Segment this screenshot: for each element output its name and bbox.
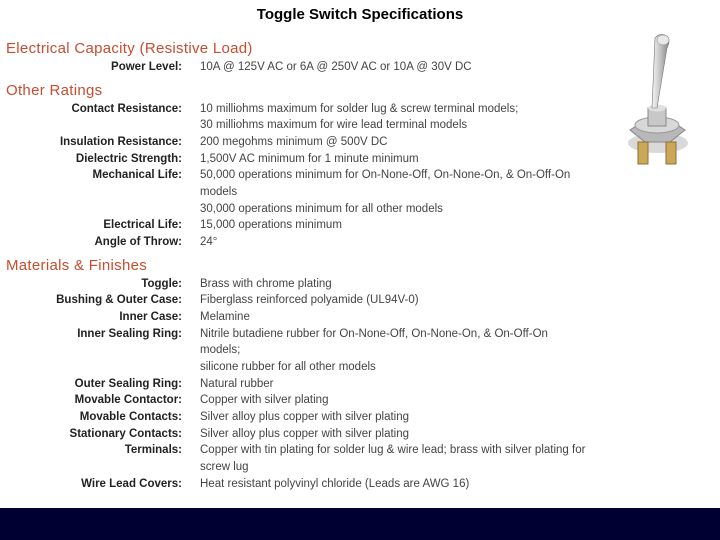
spec-label: Power Level:	[0, 59, 200, 76]
spec-label: Mechanical Life:	[0, 167, 200, 200]
spec-row: Angle of Throw:24°	[0, 234, 720, 251]
spec-label	[0, 359, 200, 376]
spec-row: Terminals:Copper with tin plating for so…	[0, 442, 720, 475]
spec-row: 30,000 operations minimum for all other …	[0, 201, 720, 218]
spec-row: Electrical Life:15,000 operations minimu…	[0, 217, 720, 234]
spec-label: Wire Lead Covers:	[0, 476, 200, 493]
spec-row: Wire Lead Covers:Heat resistant polyviny…	[0, 476, 720, 493]
section-header: Materials & Finishes	[0, 251, 720, 276]
page-title: Toggle Switch Specifications	[0, 0, 720, 30]
spec-label: Inner Case:	[0, 309, 200, 326]
spec-label: Dielectric Strength:	[0, 151, 200, 168]
spec-value: Melamine	[200, 309, 720, 326]
spec-value: Silver alloy plus copper with silver pla…	[200, 426, 720, 443]
spec-value: 24°	[200, 234, 720, 251]
spec-label: Movable Contacts:	[0, 409, 200, 426]
footer-bar	[0, 508, 720, 540]
spec-value: 15,000 operations minimum	[200, 217, 720, 234]
spec-row: Movable Contacts:Silver alloy plus coppe…	[0, 409, 720, 426]
spec-value: Natural rubber	[200, 376, 720, 393]
toggle-switch-image	[600, 30, 710, 175]
spec-label: Outer Sealing Ring:	[0, 376, 200, 393]
spec-label: Stationary Contacts:	[0, 426, 200, 443]
spec-value: Heat resistant polyvinyl chloride (Leads…	[200, 476, 720, 493]
spec-label	[0, 117, 200, 134]
spec-value: Copper with silver plating	[200, 392, 720, 409]
spec-value: Brass with chrome plating	[200, 276, 720, 293]
spec-label	[0, 201, 200, 218]
spec-value: Silver alloy plus copper with silver pla…	[200, 409, 720, 426]
spec-value: 30,000 operations minimum for all other …	[200, 201, 720, 218]
spec-row: Toggle:Brass with chrome plating	[0, 276, 720, 293]
spec-row: Inner Case:Melamine	[0, 309, 720, 326]
spec-label: Terminals:	[0, 442, 200, 475]
spec-label: Inner Sealing Ring:	[0, 326, 200, 359]
spec-label: Bushing & Outer Case:	[0, 292, 200, 309]
spec-row: Outer Sealing Ring:Natural rubber	[0, 376, 720, 393]
spec-label: Movable Contactor:	[0, 392, 200, 409]
spec-row: Stationary Contacts:Silver alloy plus co…	[0, 426, 720, 443]
spec-label: Contact Resistance:	[0, 101, 200, 118]
spec-label: Insulation Resistance:	[0, 134, 200, 151]
spec-content: Electrical Capacity (Resistive Load)Powe…	[0, 30, 720, 508]
spec-value: Fiberglass reinforced polyamide (UL94V-0…	[200, 292, 720, 309]
spec-value: Copper with tin plating for solder lug &…	[200, 442, 720, 475]
spec-row: Inner Sealing Ring:Nitrile butadiene rub…	[0, 326, 720, 359]
spec-label: Electrical Life:	[0, 217, 200, 234]
spec-value: silicone rubber for all other models	[200, 359, 720, 376]
spec-row: Movable Contactor:Copper with silver pla…	[0, 392, 720, 409]
spec-value: Nitrile butadiene rubber for On-None-Off…	[200, 326, 720, 359]
spec-row: Bushing & Outer Case:Fiberglass reinforc…	[0, 292, 720, 309]
spec-label: Angle of Throw:	[0, 234, 200, 251]
spec-row: silicone rubber for all other models	[0, 359, 720, 376]
spec-label: Toggle:	[0, 276, 200, 293]
